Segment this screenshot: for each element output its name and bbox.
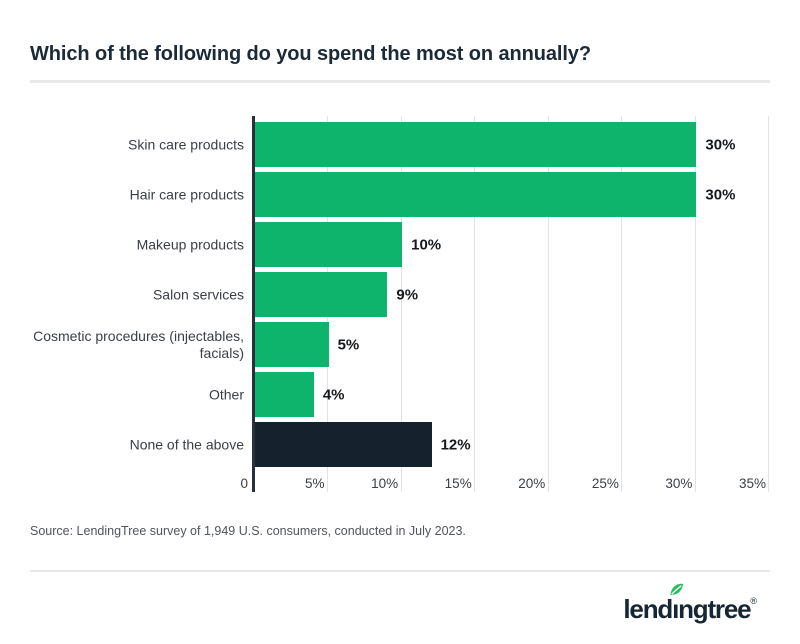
y-axis-line — [252, 116, 255, 492]
value-label: 9% — [396, 286, 419, 303]
category-label: Other — [208, 386, 244, 402]
x-tick-label: 25% — [591, 476, 619, 491]
x-tick-label: 35% — [738, 476, 766, 491]
gridline — [621, 116, 623, 492]
x-tick-label: 0 — [240, 476, 248, 491]
logo-text-prefix: lend — [623, 594, 673, 624]
bar — [255, 222, 403, 267]
gridline — [474, 116, 476, 492]
x-tick-label: 30% — [665, 476, 693, 491]
bar — [255, 372, 314, 417]
category-label: Salon services — [152, 286, 244, 302]
gridline — [768, 116, 770, 492]
chart-title: Which of the following do you spend the … — [30, 43, 591, 65]
category-label: Cosmetic procedures (injectables, facial… — [33, 327, 244, 361]
value-label: 30% — [705, 186, 736, 203]
value-label: 4% — [322, 386, 345, 403]
bar — [255, 122, 697, 167]
logo-i: ı — [670, 583, 684, 625]
category-label: Makeup products — [136, 236, 244, 252]
source-note: Source: LendingTree survey of 1,949 U.S.… — [30, 524, 466, 538]
x-tick-label: 15% — [444, 476, 472, 491]
leaf-icon — [670, 583, 684, 595]
title-divider — [30, 80, 770, 83]
gridline — [694, 116, 696, 492]
category-label: None of the above — [129, 436, 244, 452]
lendingtree-logo: lend ıngtree® — [623, 583, 757, 625]
value-label: 12% — [440, 436, 471, 453]
gridline — [400, 116, 402, 492]
bar — [255, 272, 388, 317]
gridline — [547, 116, 549, 492]
category-label: Skin care products — [128, 136, 244, 152]
value-label: 30% — [705, 136, 736, 153]
value-label: 10% — [411, 236, 442, 253]
bar — [255, 322, 329, 367]
x-tick-label: 20% — [518, 476, 546, 491]
x-tick-label: 5% — [305, 476, 325, 491]
value-label: 5% — [337, 336, 360, 353]
bar — [255, 422, 432, 467]
footer-divider — [30, 570, 770, 572]
category-label: Hair care products — [129, 186, 244, 202]
registered-mark: ® — [750, 596, 757, 606]
x-tick-label: 10% — [371, 476, 399, 491]
logo-text-suffix: ngtree — [678, 594, 751, 624]
logo-i-char: ı — [672, 594, 679, 624]
bar — [255, 172, 697, 217]
